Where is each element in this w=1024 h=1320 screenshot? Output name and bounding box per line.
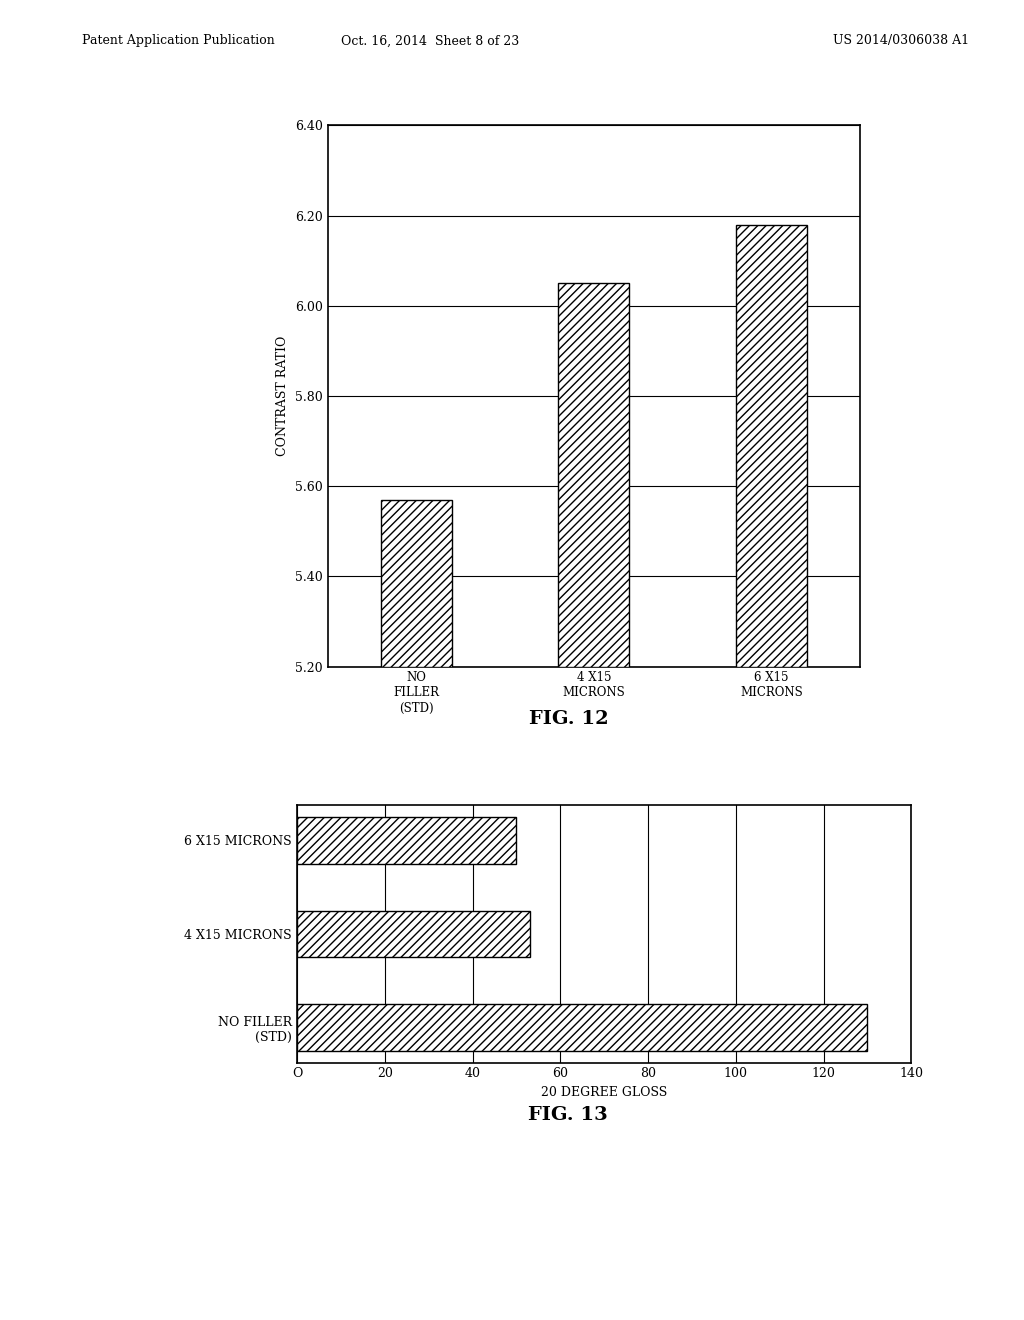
Text: Oct. 16, 2014  Sheet 8 of 23: Oct. 16, 2014 Sheet 8 of 23 xyxy=(341,34,519,48)
Bar xyxy=(558,284,630,667)
Bar xyxy=(297,817,516,863)
Text: Patent Application Publication: Patent Application Publication xyxy=(82,34,274,48)
Bar xyxy=(736,224,807,667)
Y-axis label: CONTRAST RATIO: CONTRAST RATIO xyxy=(276,335,290,457)
Text: US 2014/0306038 A1: US 2014/0306038 A1 xyxy=(834,34,969,48)
Text: FIG. 12: FIG. 12 xyxy=(528,710,608,729)
Text: FIG. 13: FIG. 13 xyxy=(528,1106,608,1125)
X-axis label: 20 DEGREE GLOSS: 20 DEGREE GLOSS xyxy=(541,1086,668,1100)
Bar xyxy=(381,500,452,667)
Bar xyxy=(297,1005,867,1051)
Bar xyxy=(297,911,529,957)
